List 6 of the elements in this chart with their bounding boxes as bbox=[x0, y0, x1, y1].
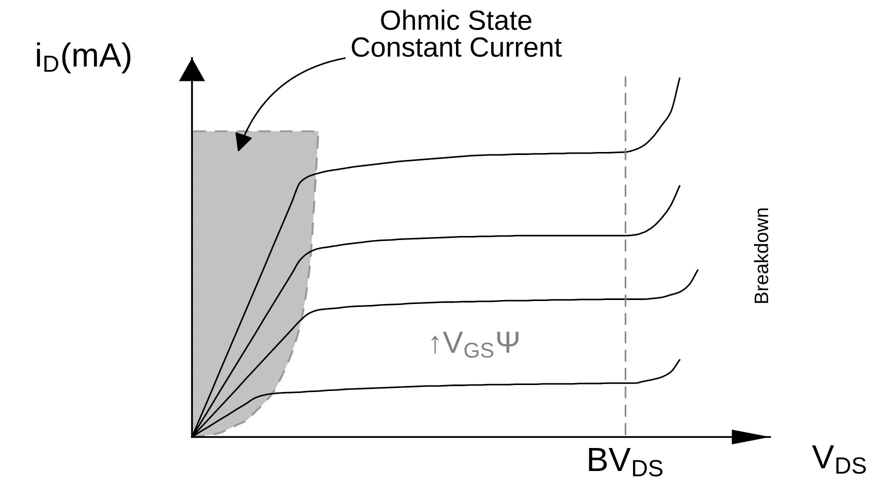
x-axis-title: V$_{DS}$ bbox=[812, 445, 866, 474]
annotation: Breakdown bbox=[754, 208, 768, 303]
text: Ohmic State Constant Current bbox=[352, 10, 562, 57]
y-axis-title: i$_{D}$(mA) bbox=[37, 42, 130, 74]
annotation: ↑V$_{GS}$Ψ bbox=[432, 332, 518, 358]
text: BV$_{DS}$ bbox=[589, 448, 662, 476]
